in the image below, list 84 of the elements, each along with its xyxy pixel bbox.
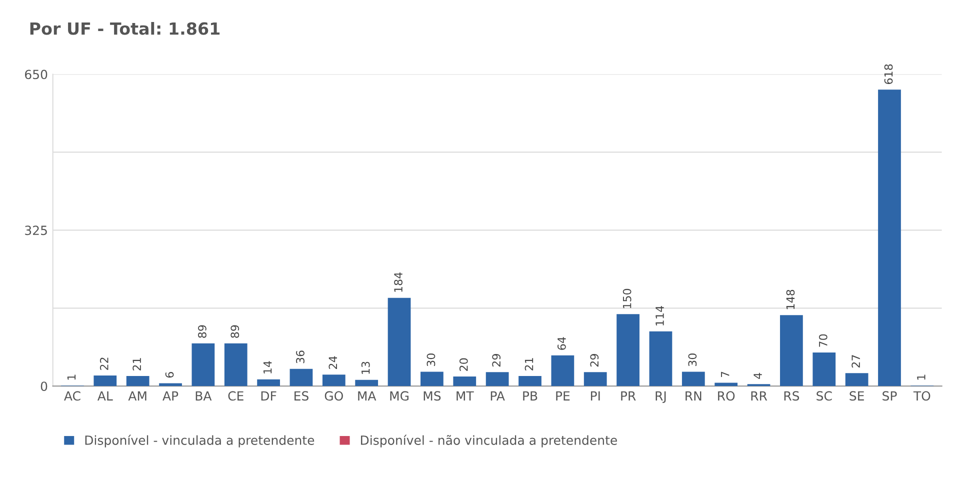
y-tick-label: 325 [25, 226, 47, 236]
bar [616, 314, 640, 386]
data-label: 4 [754, 372, 762, 379]
x-tick-label: AC [64, 391, 80, 401]
data-label: 13 [361, 362, 370, 374]
data-label: 184 [394, 272, 402, 292]
data-label: 29 [590, 354, 599, 367]
x-tick-label: RJ [656, 391, 666, 403]
legend-label: Disponível - não vinculada a pretendente [361, 434, 617, 448]
x-tick-label: AP [162, 391, 178, 400]
data-label: 27 [852, 355, 860, 368]
data-label: 6 [165, 372, 174, 378]
chart-title: Por UF - Total: 1.861 [30, 22, 220, 35]
data-label: 89 [198, 325, 206, 338]
data-label: 1 [917, 374, 926, 380]
bar [453, 376, 476, 386]
bar [126, 376, 150, 386]
x-tick-label: ES [294, 391, 308, 401]
x-tick-label: SC [816, 391, 832, 401]
y-tick-label: 650 [25, 70, 48, 80]
data-label: 24 [328, 356, 337, 369]
x-tick-label: PA [490, 391, 505, 400]
x-tick-label: DF [261, 391, 276, 400]
bar [780, 315, 803, 386]
data-label: 20 [459, 358, 468, 371]
bar [649, 331, 672, 386]
x-tick-label: MS [424, 391, 441, 401]
bar [94, 376, 117, 386]
y-tick-label: 0 [40, 382, 48, 392]
x-tick-label: PR [621, 391, 636, 400]
x-tick-label: SP [882, 391, 897, 401]
data-label: 29 [492, 354, 501, 367]
data-label: 89 [230, 325, 240, 338]
x-tick-label: RO [718, 391, 735, 401]
data-label: 1 [67, 374, 76, 380]
x-tick-label: BA [196, 391, 212, 400]
data-label: 618 [884, 64, 893, 84]
bar [486, 372, 509, 386]
data-label: 148 [786, 290, 795, 310]
bar [290, 368, 313, 386]
x-tick-label: RR [751, 391, 768, 400]
bar [812, 352, 836, 386]
x-tick-label: AM [128, 391, 146, 400]
data-label: 30 [426, 354, 436, 366]
bar [224, 343, 248, 386]
bar [878, 90, 901, 386]
data-label: 64 [558, 337, 566, 350]
data-label: 150 [622, 288, 632, 308]
bar [682, 372, 705, 386]
data-label: 22 [100, 358, 108, 370]
data-label: 21 [132, 358, 141, 370]
bar [845, 373, 868, 386]
x-tick-label: PI [590, 391, 600, 400]
data-label: 36 [296, 350, 304, 364]
x-tick-label: GO [324, 391, 343, 401]
x-tick-label: PB [523, 391, 538, 400]
data-label: 14 [264, 361, 272, 374]
bar [322, 374, 346, 386]
x-tick-label: MG [390, 391, 408, 401]
bar [551, 355, 574, 386]
bar [714, 382, 738, 386]
bar [420, 372, 444, 386]
bar [159, 383, 182, 386]
legend-label: Disponível - vinculada a pretendente [85, 434, 314, 448]
bar [192, 343, 215, 386]
x-tick-label: CE [228, 391, 244, 401]
data-label: 114 [656, 306, 664, 326]
bar [355, 380, 378, 386]
bar [518, 376, 542, 386]
bar [388, 298, 411, 386]
data-label: 7 [721, 372, 730, 378]
x-tick-label: MT [456, 391, 474, 400]
x-tick-label: PE [556, 391, 570, 400]
x-tick-label: MA [358, 391, 376, 400]
bar [257, 379, 280, 386]
data-label: 21 [524, 358, 534, 370]
bar [584, 372, 607, 386]
data-label: 70 [818, 334, 828, 347]
x-tick-label: TO [913, 391, 930, 401]
x-tick-label: RN [686, 391, 702, 400]
x-tick-label: RS [784, 391, 800, 401]
x-tick-label: SE [850, 391, 864, 401]
data-label: 30 [688, 354, 697, 366]
x-tick-label: AL [97, 391, 113, 400]
